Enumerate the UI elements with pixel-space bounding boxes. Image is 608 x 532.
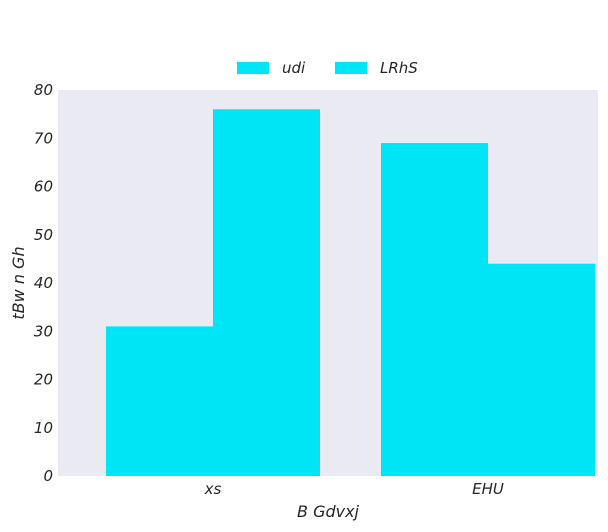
x-tick-label: EHU — [472, 480, 504, 498]
y-tick-label: 80 — [34, 81, 53, 99]
bars — [106, 109, 595, 477]
y-tick-label: 0 — [43, 467, 53, 485]
y-tick-label: 20 — [34, 371, 53, 389]
y-tick-label: 70 — [34, 129, 53, 147]
legend-label: udi — [282, 59, 306, 77]
x-axis-label: B Gdvxj — [297, 502, 360, 521]
y-tick-label: 60 — [34, 178, 53, 196]
legend: udi LRhS — [237, 59, 418, 77]
bar-lrhs-ehu — [488, 263, 595, 476]
legend-label: LRhS — [380, 59, 418, 77]
y-tick-label: 50 — [34, 226, 53, 244]
bar-udi-ehu — [381, 143, 488, 476]
legend-swatch — [237, 62, 269, 74]
y-tick-label: 10 — [34, 419, 53, 437]
y-axis-ticks: 0 10 20 30 40 50 60 70 80 — [34, 81, 53, 485]
y-tick-label: 40 — [34, 274, 53, 292]
x-axis-ticks: xs EHU — [204, 480, 504, 498]
y-axis-label: tBw n Gh — [9, 246, 28, 319]
bar-udi-xs — [106, 326, 213, 476]
x-tick-label: xs — [204, 480, 222, 498]
y-tick-label: 30 — [34, 322, 53, 340]
legend-swatch — [335, 62, 367, 74]
bar-lrhs-xs — [213, 109, 320, 477]
